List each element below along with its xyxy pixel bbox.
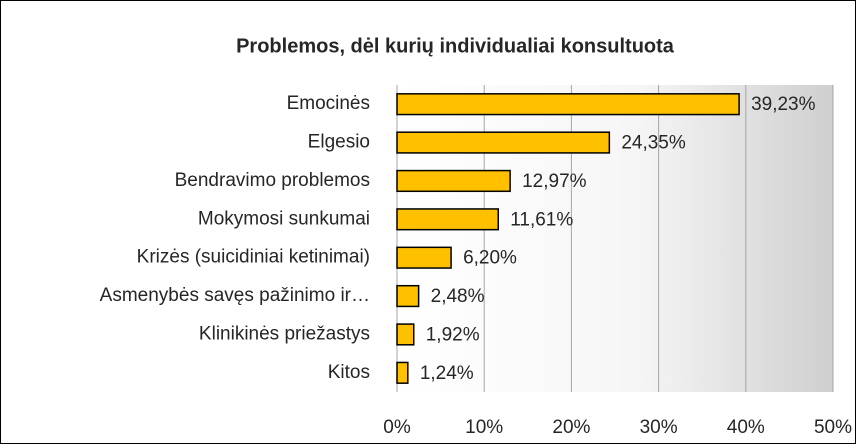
x-tick-label: 50% (814, 417, 852, 438)
y-tick-label: Klinikinės priežastys (199, 323, 370, 344)
y-tick-label: Krizės (suicidiniai ketinimai) (137, 247, 370, 268)
x-tick-label: 20% (552, 417, 590, 438)
bar (396, 284, 420, 308)
x-tick-label: 0% (383, 417, 411, 438)
data-label: 1,24% (420, 363, 474, 384)
bar (396, 169, 511, 193)
y-tick-label: Kitos (328, 362, 370, 383)
plot-area (397, 85, 833, 392)
bar (396, 131, 611, 154)
x-tick-label: 40% (727, 417, 765, 438)
data-label: 2,48% (431, 286, 485, 307)
data-label: 6,20% (463, 248, 517, 269)
x-tick-label: 10% (465, 417, 503, 438)
y-tick-label: Mokymosi sunkumai (198, 208, 370, 229)
y-tick-label: Emocinės (287, 93, 370, 114)
y-tick-label: Asmenybės savęs pažinimo ir… (100, 285, 370, 306)
bar (396, 246, 452, 269)
y-tick-label: Elgesio (308, 132, 370, 153)
data-label: 11,61% (510, 209, 573, 230)
bar (396, 323, 415, 346)
bar (396, 93, 740, 116)
data-label: 39,23% (751, 94, 816, 115)
data-label: 24,35% (621, 133, 686, 154)
bar (396, 208, 499, 231)
data-label: 1,92% (426, 324, 480, 345)
x-tick-label: 30% (640, 417, 678, 438)
y-tick-label: Bendravimo problemos (175, 170, 370, 191)
chart-title: Problemos, dėl kurių individualiai konsu… (236, 35, 675, 57)
data-label: 12,97% (522, 171, 587, 192)
bar (396, 361, 409, 384)
